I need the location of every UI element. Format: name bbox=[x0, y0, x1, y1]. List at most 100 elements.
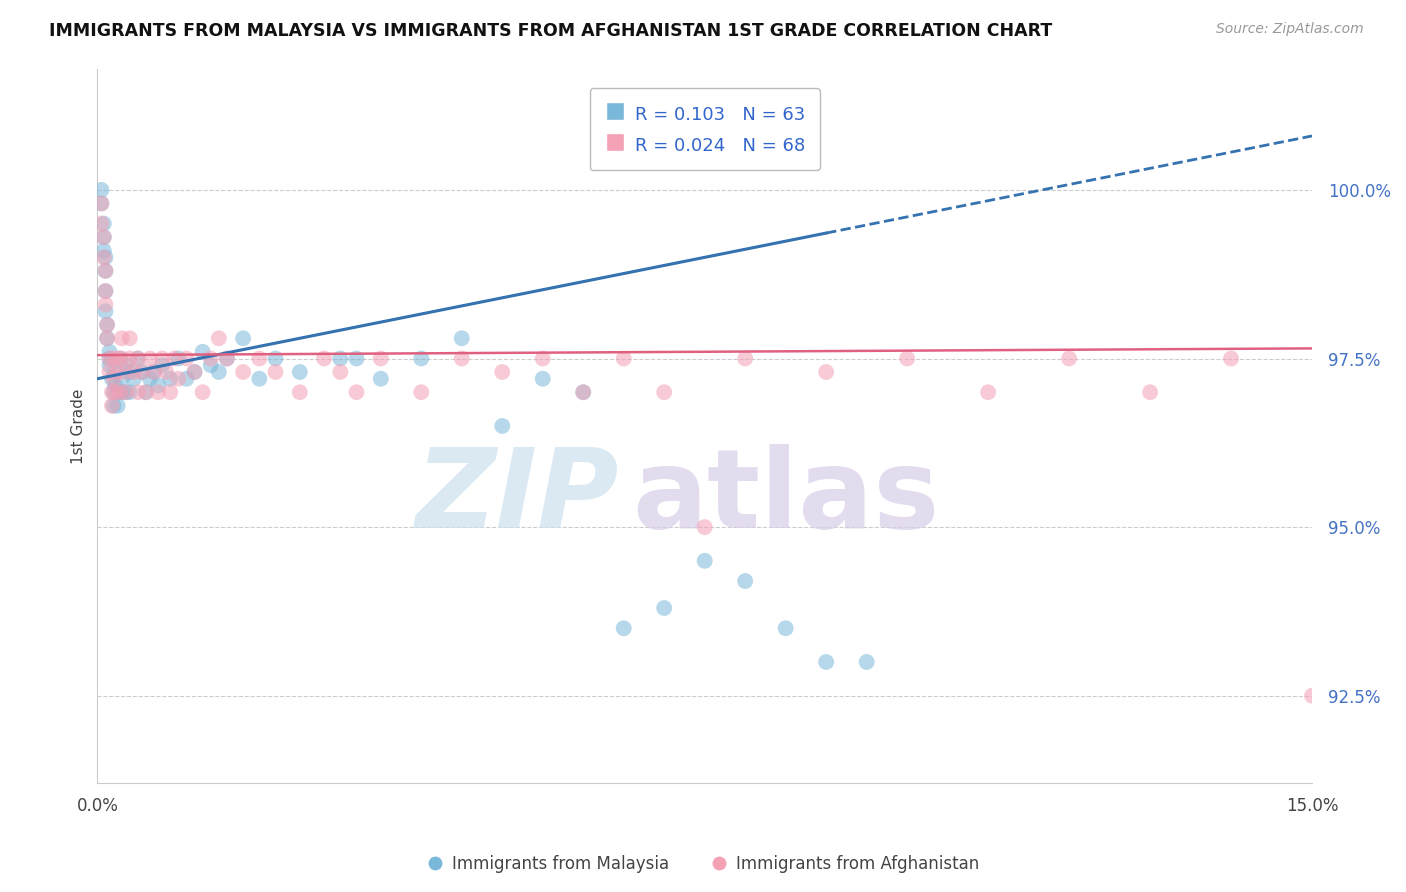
Point bbox=[176, 372, 198, 386]
Point bbox=[232, 365, 254, 379]
Point bbox=[208, 331, 231, 345]
Point bbox=[146, 378, 169, 392]
Point bbox=[93, 217, 115, 231]
Point bbox=[264, 365, 287, 379]
Point bbox=[103, 372, 125, 386]
Point bbox=[118, 351, 141, 366]
Point bbox=[108, 385, 131, 400]
Point bbox=[143, 365, 166, 379]
Point bbox=[103, 385, 125, 400]
Point bbox=[411, 385, 433, 400]
Point bbox=[531, 372, 554, 386]
Point bbox=[107, 399, 129, 413]
Point bbox=[1139, 385, 1161, 400]
Point bbox=[111, 331, 134, 345]
Point bbox=[163, 351, 186, 366]
Point bbox=[146, 385, 169, 400]
Point bbox=[150, 351, 173, 366]
Point bbox=[613, 621, 636, 635]
Point bbox=[159, 385, 181, 400]
Point bbox=[1301, 689, 1323, 703]
Point bbox=[98, 365, 121, 379]
Point bbox=[111, 351, 134, 366]
Point bbox=[176, 351, 198, 366]
Point bbox=[167, 372, 190, 386]
Point bbox=[118, 385, 141, 400]
Legend: R = 0.103   N = 63, R = 0.024   N = 68: R = 0.103 N = 63, R = 0.024 N = 68 bbox=[589, 88, 820, 170]
Point bbox=[734, 351, 756, 366]
Point bbox=[450, 331, 472, 345]
Point bbox=[855, 655, 877, 669]
Point bbox=[90, 217, 112, 231]
Point bbox=[94, 264, 117, 278]
Point bbox=[159, 372, 181, 386]
Point bbox=[96, 331, 118, 345]
Point bbox=[96, 331, 118, 345]
Point bbox=[139, 351, 162, 366]
Point bbox=[200, 351, 222, 366]
Point bbox=[90, 196, 112, 211]
Point bbox=[191, 344, 214, 359]
Point bbox=[118, 331, 141, 345]
Legend: Immigrants from Malaysia, Immigrants from Afghanistan: Immigrants from Malaysia, Immigrants fro… bbox=[420, 848, 986, 880]
Point bbox=[101, 385, 124, 400]
Point bbox=[329, 365, 352, 379]
Point bbox=[93, 230, 115, 244]
Point bbox=[114, 365, 136, 379]
Point bbox=[150, 358, 173, 372]
Point bbox=[108, 351, 131, 366]
Point bbox=[370, 351, 392, 366]
Point bbox=[288, 365, 311, 379]
Point bbox=[122, 365, 145, 379]
Point bbox=[734, 574, 756, 588]
Point bbox=[491, 365, 513, 379]
Point bbox=[111, 372, 134, 386]
Point bbox=[346, 351, 368, 366]
Point bbox=[98, 344, 121, 359]
Point bbox=[167, 351, 190, 366]
Point bbox=[139, 372, 162, 386]
Point bbox=[370, 372, 392, 386]
Point bbox=[183, 365, 205, 379]
Point bbox=[183, 365, 205, 379]
Text: IMMIGRANTS FROM MALAYSIA VS IMMIGRANTS FROM AFGHANISTAN 1ST GRADE CORRELATION CH: IMMIGRANTS FROM MALAYSIA VS IMMIGRANTS F… bbox=[49, 22, 1053, 40]
Point bbox=[1057, 351, 1080, 366]
Point bbox=[98, 358, 121, 372]
Point bbox=[411, 351, 433, 366]
Point bbox=[93, 230, 115, 244]
Point bbox=[114, 385, 136, 400]
Point bbox=[107, 365, 129, 379]
Point bbox=[96, 318, 118, 332]
Point bbox=[101, 399, 124, 413]
Point bbox=[491, 419, 513, 434]
Text: ZIP: ZIP bbox=[416, 444, 620, 551]
Point bbox=[93, 244, 115, 258]
Text: atlas: atlas bbox=[631, 444, 939, 551]
Point bbox=[94, 251, 117, 265]
Point bbox=[90, 183, 112, 197]
Point bbox=[131, 365, 153, 379]
Point bbox=[450, 351, 472, 366]
Point bbox=[94, 284, 117, 298]
Point bbox=[94, 297, 117, 311]
Point bbox=[94, 264, 117, 278]
Point bbox=[93, 251, 115, 265]
Point bbox=[131, 365, 153, 379]
Point bbox=[135, 385, 157, 400]
Point bbox=[652, 601, 675, 615]
Point bbox=[90, 196, 112, 211]
Point bbox=[815, 655, 838, 669]
Point bbox=[118, 365, 141, 379]
Point bbox=[693, 554, 716, 568]
Point bbox=[103, 351, 125, 366]
Point bbox=[107, 385, 129, 400]
Text: Source: ZipAtlas.com: Source: ZipAtlas.com bbox=[1216, 22, 1364, 37]
Point bbox=[143, 365, 166, 379]
Point bbox=[94, 304, 117, 318]
Point bbox=[775, 621, 797, 635]
Point bbox=[572, 385, 595, 400]
Point bbox=[111, 385, 134, 400]
Point bbox=[114, 385, 136, 400]
Point bbox=[613, 351, 636, 366]
Point bbox=[103, 399, 125, 413]
